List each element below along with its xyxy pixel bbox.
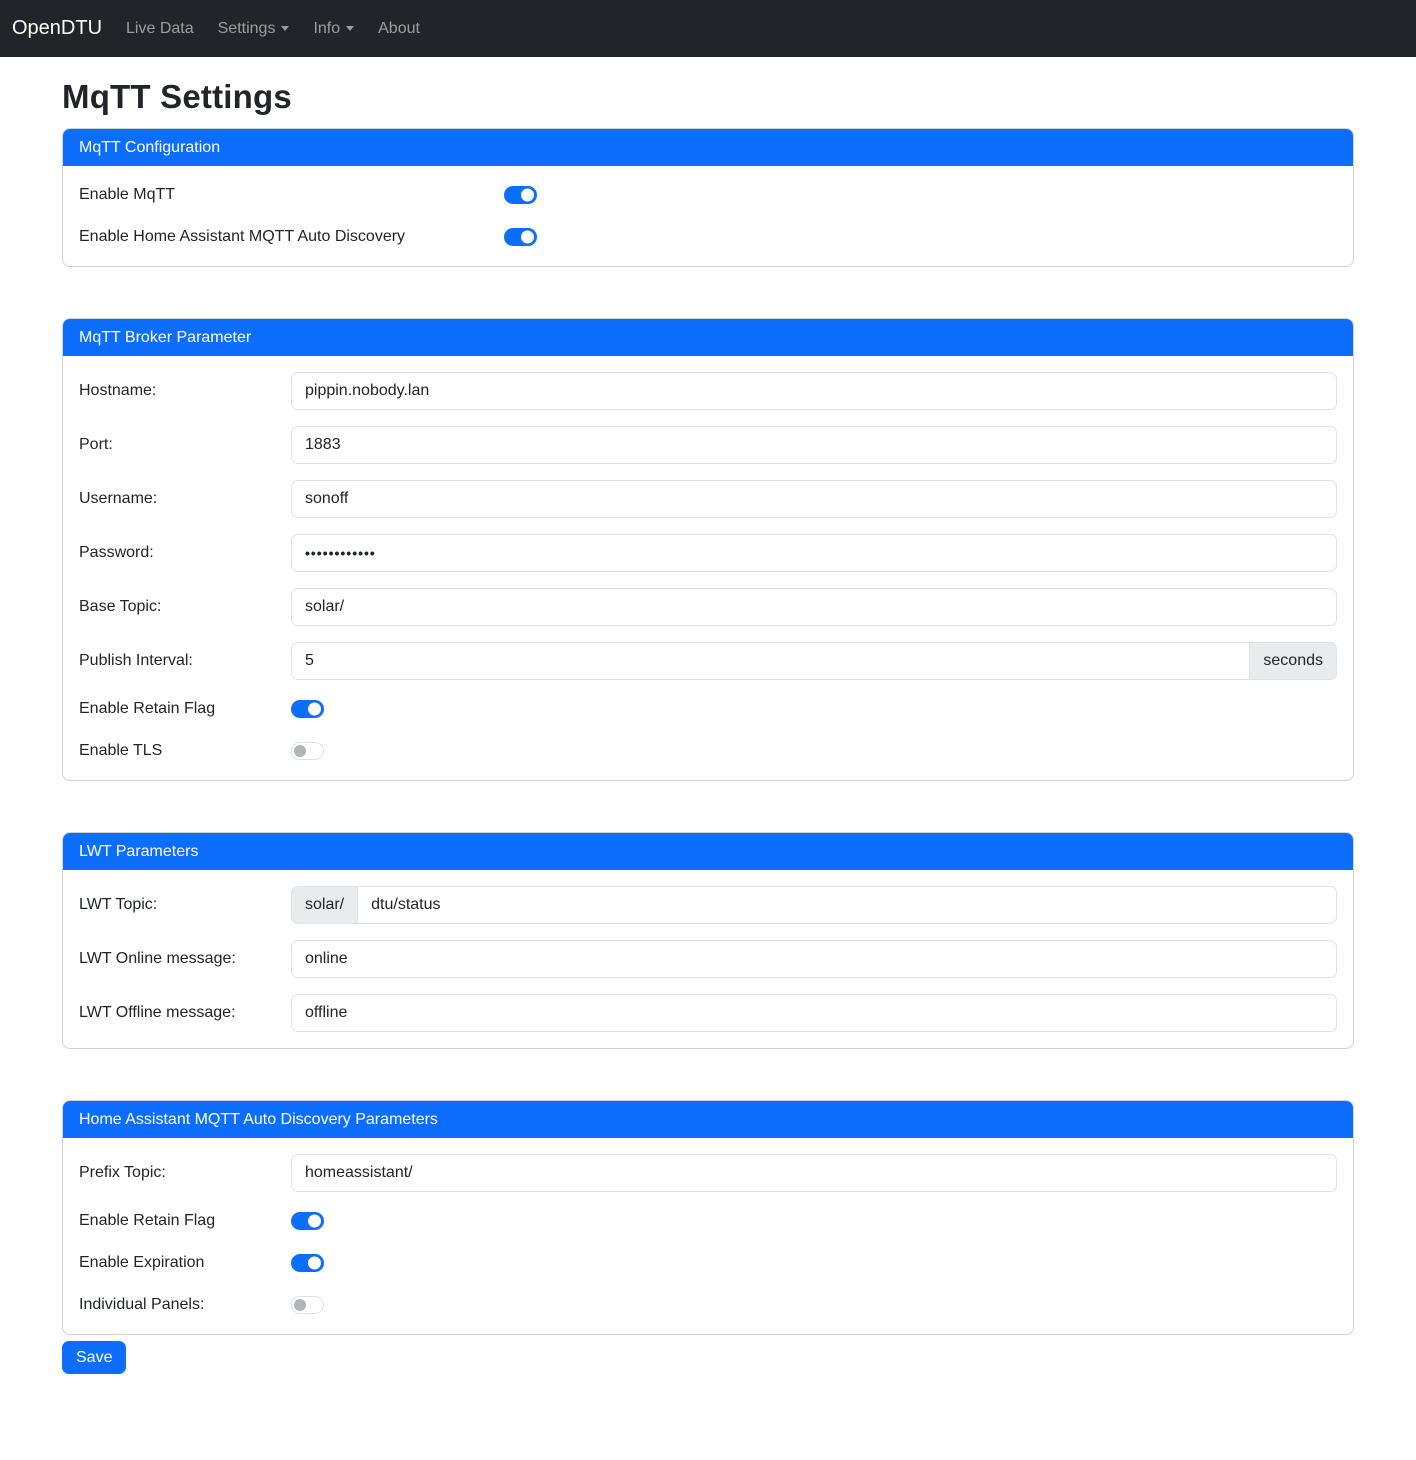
switch-knob [521,188,534,202]
field-label: Enable Retain Flag [79,700,216,717]
card-mqtt-configuration: MqTT Configuration Enable MqTT Enable Ho… [62,128,1354,267]
port-input[interactable] [291,426,1337,464]
form-row-enable-retain: Enable Retain Flag [79,696,1337,722]
switch-knob [308,1256,321,1270]
individual-panels-switch[interactable] [291,1296,324,1314]
prefix-topic-input[interactable] [291,1154,1337,1192]
form-row-prefix-topic: Prefix Topic: [79,1154,1337,1192]
field-label: LWT Online message: [79,950,236,967]
form-row-port: Port: [79,426,1337,464]
field-label: Enable Home Assistant MQTT Auto Discover… [79,228,406,245]
card-lwt-parameters: LWT Parameters LWT Topic: solar/ LWT Onl… [62,832,1354,1049]
nav-settings-label: Settings [217,19,276,37]
nav-live-data-label: Live Data [126,19,194,37]
field-label: Enable Expiration [79,1254,205,1271]
field-label: Individual Panels: [79,1296,205,1313]
card-body: LWT Topic: solar/ LWT Online message: LW… [63,870,1353,1048]
chevron-down-icon [281,26,290,31]
field-label: Base Topic: [79,598,162,615]
form-row-password: Password: [79,534,1337,572]
field-label: Enable TLS [79,742,163,759]
form-row-username: Username: [79,480,1337,518]
enable-retain-switch[interactable] [291,700,324,718]
nav-about-label: About [378,19,420,37]
form-row-lwt-topic: LWT Topic: solar/ [79,886,1337,924]
save-button[interactable]: Save [62,1341,127,1374]
base-topic-input[interactable] [291,588,1337,626]
publish-interval-unit: seconds [1250,642,1337,680]
field-label: Enable MqTT [79,186,176,203]
form-row-lwt-offline: LWT Offline message: [79,994,1337,1032]
lwt-topic-prefix: solar/ [291,886,359,924]
hostname-input[interactable] [291,372,1337,410]
app-brand[interactable]: OpenDTU [12,17,103,39]
card-header: MqTT Configuration [63,129,1353,166]
switch-knob [294,1299,306,1311]
password-input[interactable] [291,534,1337,572]
main-content: MqTT Settings MqTT Configuration Enable … [62,57,1354,1374]
field-label: Prefix Topic: [79,1164,166,1181]
switch-knob [294,745,306,757]
form-row-enable-mqtt: Enable MqTT [79,182,1337,208]
field-label: Port: [79,436,113,453]
card-body: Prefix Topic: Enable Retain Flag Enable … [63,1138,1353,1334]
field-label: LWT Offline message: [79,1004,236,1021]
form-row-enable-tls: Enable TLS [79,738,1337,764]
enable-mqtt-switch[interactable] [504,186,537,204]
switch-knob [308,1214,321,1228]
form-row-hass-retain: Enable Retain Flag [79,1208,1337,1234]
form-row-individual-panels: Individual Panels: [79,1292,1337,1318]
enable-tls-switch[interactable] [291,742,324,760]
hass-retain-switch[interactable] [291,1212,324,1230]
nav-info[interactable]: Info [305,12,362,46]
nav-live-data[interactable]: Live Data [118,12,202,46]
nav-info-label: Info [313,19,341,37]
publish-interval-input[interactable] [291,642,1251,680]
field-label: Password: [79,544,154,561]
chevron-down-icon [346,26,355,31]
page-title: MqTT Settings [62,78,292,115]
username-input[interactable] [291,480,1337,518]
field-label: Username: [79,490,158,507]
form-row-lwt-online: LWT Online message: [79,940,1337,978]
card-hass-discovery-parameters: Home Assistant MQTT Auto Discovery Param… [62,1100,1354,1335]
card-mqtt-broker-parameter: MqTT Broker Parameter Hostname: Port: Us… [62,318,1354,781]
nav-settings[interactable]: Settings [210,12,298,46]
lwt-online-input[interactable] [291,940,1337,978]
field-label: LWT Topic: [79,896,158,913]
field-label: Publish Interval: [79,652,193,669]
field-label: Enable Retain Flag [79,1212,216,1229]
card-body: Hostname: Port: Username: Password: Base… [63,356,1353,780]
top-navbar: OpenDTU Live Data Settings Info About [0,0,1416,57]
form-row-enable-hass-discovery: Enable Home Assistant MQTT Auto Discover… [79,224,1337,250]
hass-expiration-switch[interactable] [291,1254,324,1272]
nav-about[interactable]: About [370,12,428,46]
card-header: MqTT Broker Parameter [63,319,1353,356]
form-row-base-topic: Base Topic: [79,588,1337,626]
card-header: Home Assistant MQTT Auto Discovery Param… [63,1101,1353,1138]
card-body: Enable MqTT Enable Home Assistant MQTT A… [63,166,1353,266]
card-header: LWT Parameters [63,833,1353,870]
switch-knob [521,230,534,244]
enable-hass-discovery-switch[interactable] [504,228,537,246]
lwt-topic-input[interactable] [358,886,1337,924]
switch-knob [308,702,321,716]
lwt-offline-input[interactable] [291,994,1337,1032]
form-row-hostname: Hostname: [79,372,1337,410]
form-row-hass-expiration: Enable Expiration [79,1250,1337,1276]
field-label: Hostname: [79,382,157,399]
form-row-publish-interval: Publish Interval: seconds [79,642,1337,680]
